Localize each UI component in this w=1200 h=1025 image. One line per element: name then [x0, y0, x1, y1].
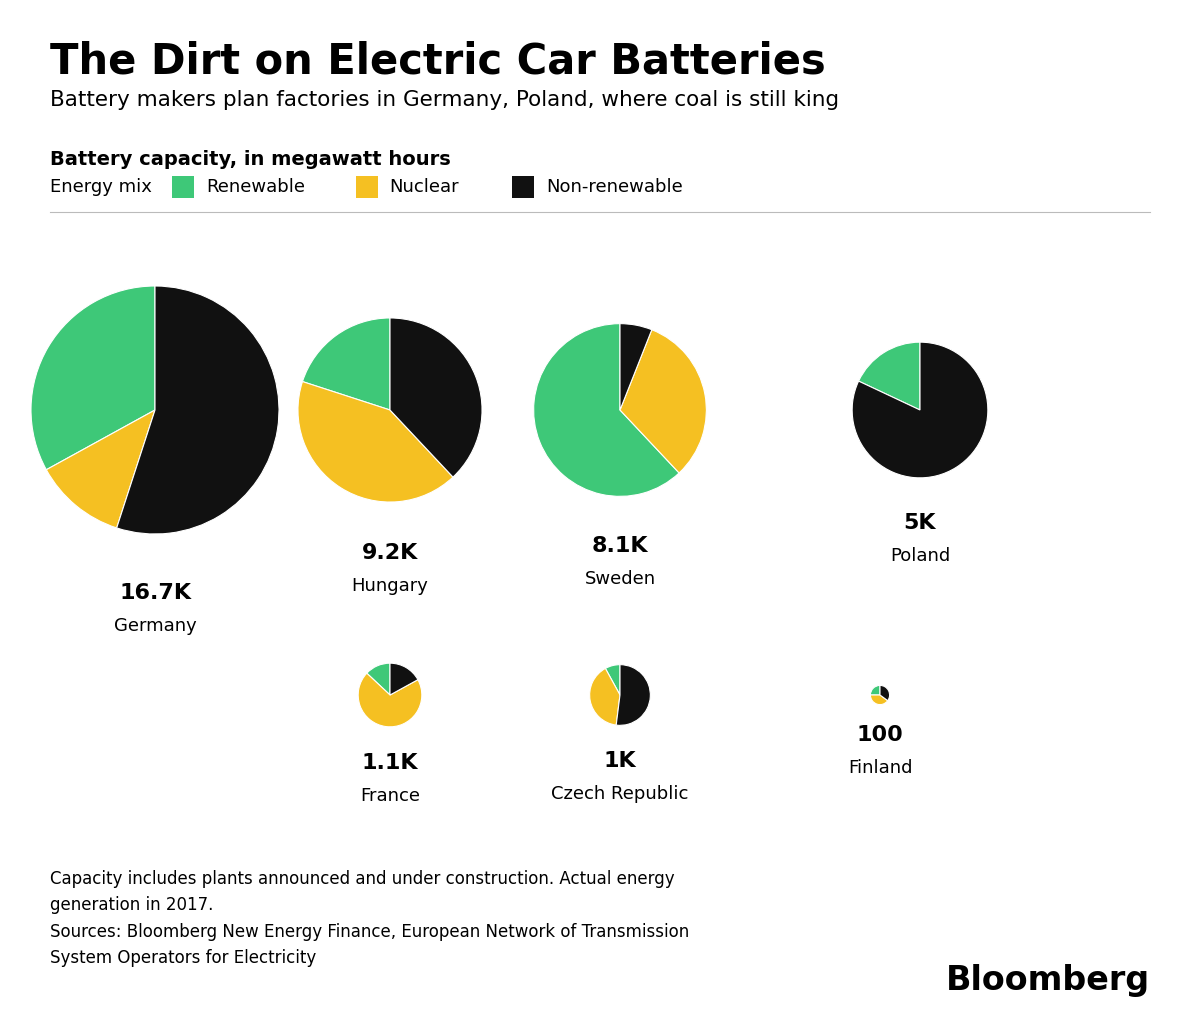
- Wedge shape: [31, 286, 155, 469]
- Wedge shape: [620, 324, 652, 410]
- Wedge shape: [589, 668, 620, 725]
- FancyBboxPatch shape: [355, 176, 378, 198]
- Text: Energy mix: Energy mix: [50, 178, 152, 196]
- Text: Poland: Poland: [890, 546, 950, 565]
- Text: Sweden: Sweden: [584, 570, 655, 588]
- Wedge shape: [302, 318, 390, 410]
- Text: Nuclear: Nuclear: [390, 178, 460, 196]
- Text: Finland: Finland: [847, 758, 912, 777]
- Wedge shape: [870, 695, 888, 704]
- Text: 100: 100: [857, 725, 904, 745]
- Wedge shape: [605, 664, 620, 695]
- Text: 1.1K: 1.1K: [361, 752, 419, 773]
- Wedge shape: [47, 410, 155, 528]
- Text: Non-renewable: Non-renewable: [546, 178, 683, 196]
- Text: The Dirt on Electric Car Batteries: The Dirt on Electric Car Batteries: [50, 40, 826, 82]
- Wedge shape: [616, 664, 650, 726]
- Text: 1K: 1K: [604, 751, 636, 771]
- Text: 9.2K: 9.2K: [362, 543, 418, 563]
- Wedge shape: [852, 342, 988, 478]
- Wedge shape: [880, 686, 889, 701]
- Text: Battery capacity, in megawatt hours: Battery capacity, in megawatt hours: [50, 150, 451, 169]
- Wedge shape: [116, 286, 278, 534]
- Text: Capacity includes plants announced and under construction. Actual energy
generat: Capacity includes plants announced and u…: [50, 870, 689, 968]
- Text: Czech Republic: Czech Republic: [551, 785, 689, 803]
- Text: 8.1K: 8.1K: [592, 536, 648, 556]
- Wedge shape: [390, 663, 418, 695]
- Text: Germany: Germany: [114, 617, 197, 636]
- FancyBboxPatch shape: [512, 176, 534, 198]
- Text: Battery makers plan factories in Germany, Poland, where coal is still king: Battery makers plan factories in Germany…: [50, 90, 839, 110]
- Text: 5K: 5K: [904, 512, 936, 533]
- Wedge shape: [859, 342, 920, 410]
- Text: Renewable: Renewable: [206, 178, 305, 196]
- Text: Bloomberg: Bloomberg: [946, 964, 1150, 997]
- Wedge shape: [358, 673, 422, 727]
- Wedge shape: [534, 324, 679, 496]
- Wedge shape: [367, 663, 390, 695]
- Text: France: France: [360, 787, 420, 805]
- FancyBboxPatch shape: [172, 176, 194, 198]
- Wedge shape: [620, 330, 707, 473]
- Wedge shape: [390, 318, 482, 477]
- Text: Hungary: Hungary: [352, 577, 428, 596]
- Text: 16.7K: 16.7K: [119, 583, 191, 603]
- Wedge shape: [298, 381, 454, 502]
- Wedge shape: [870, 686, 880, 695]
